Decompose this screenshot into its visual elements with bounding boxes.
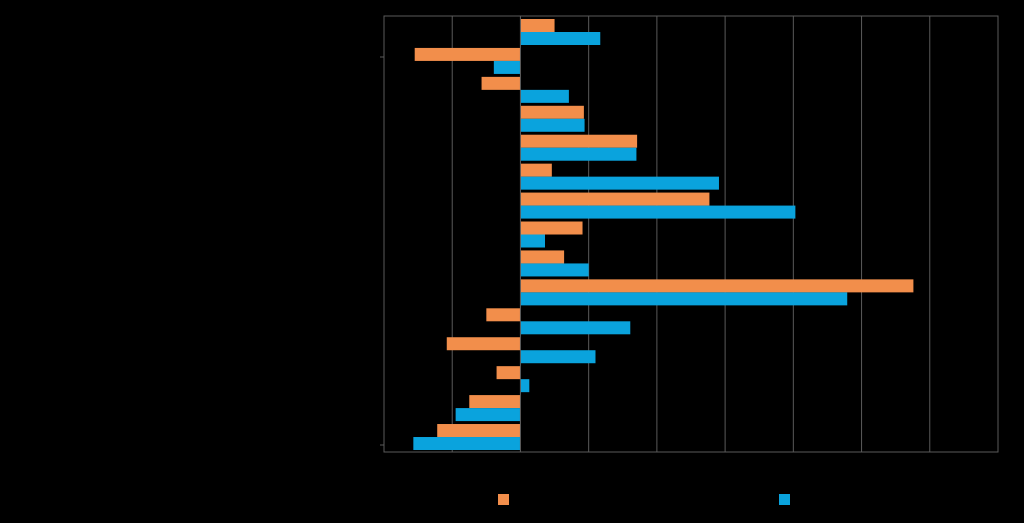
legend-swatch-series-1 [498,494,509,505]
bar-series-2-item-4 [520,118,585,132]
bar-series-2-item-5 [520,147,637,161]
bar-series-1-item-15 [437,424,521,438]
bar-series-2-item-15 [413,437,521,451]
bar-series-2-item-6 [520,176,719,190]
bar-series-1-item-11 [486,308,521,322]
bar-series-2-item-3 [520,89,569,103]
bar-series-1-item-7 [520,192,710,206]
bar-series-1-item-2 [414,47,521,61]
bar-series-1-item-5 [520,134,638,148]
bar-series-1-item-10 [520,279,914,293]
bar-series-1-item-1 [520,19,555,32]
bar-series-1-item-12 [446,337,521,351]
bar-series-2-item-13 [520,379,530,393]
bar-series-2-item-14 [455,408,521,422]
bar-series-2-item-10 [520,292,848,306]
bar-series-2-item-8 [520,234,546,248]
bar-series-2-item-2 [493,60,521,74]
bar-series-2-item-11 [520,321,631,335]
bar-series-1-item-9 [520,250,565,264]
bar-series-2-item-12 [520,350,596,364]
bar-series-1-item-6 [520,163,552,177]
plot-area-border [383,15,999,453]
bar-series-1-item-3 [481,76,521,90]
bar-series-2-item-9 [520,263,589,277]
bar-series-1-item-4 [520,105,584,119]
bar-series-2-item-7 [520,205,796,219]
legend [498,494,790,505]
bar-series-1-item-8 [520,221,583,235]
bar-series-1-item-14 [469,395,521,409]
legend-swatch-series-2 [779,494,790,505]
bar-series-2-item-1 [520,32,601,45]
bars [413,16,914,452]
bar-series-1-item-13 [496,366,521,380]
